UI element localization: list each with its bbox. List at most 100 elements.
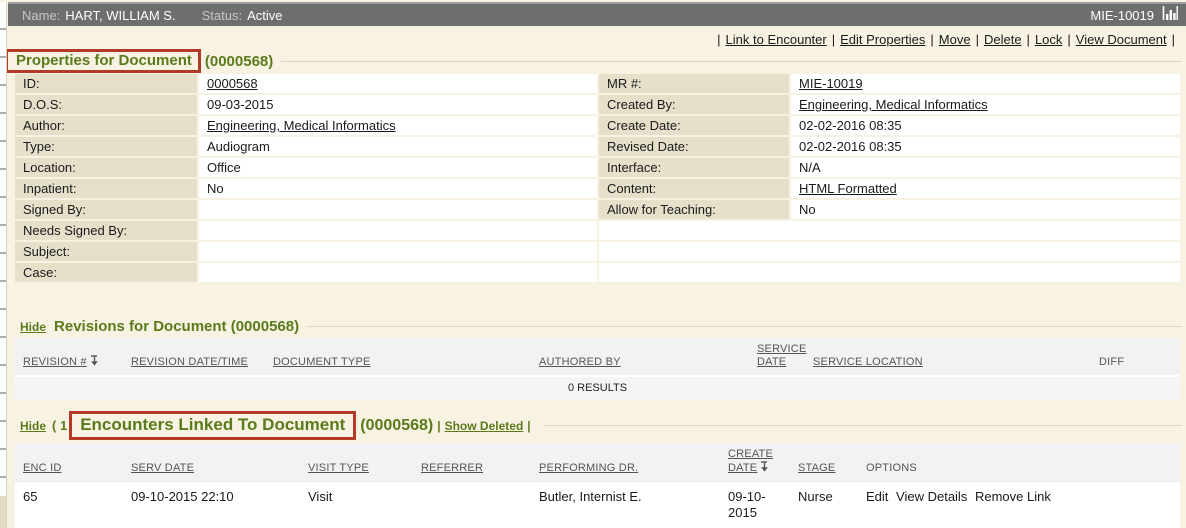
prop-value-interface: N/A bbox=[791, 158, 1180, 177]
col-service-location[interactable]: SERVICE LOCATION bbox=[813, 356, 923, 368]
prop-value-author[interactable]: Engineering, Medical Informatics bbox=[199, 116, 597, 135]
prop-label: Revised Date: bbox=[599, 137, 789, 156]
revisions-hide-link[interactable]: Hide bbox=[20, 319, 47, 334]
revisions-results-count: 0 RESULTS bbox=[15, 375, 1180, 400]
col-enc-id[interactable]: ENC ID bbox=[23, 462, 62, 474]
prop-value-type: Audiogram bbox=[199, 137, 597, 156]
prop-label: Type: bbox=[15, 137, 197, 156]
view-document-link[interactable]: View Document bbox=[1075, 32, 1167, 47]
prop-label: Content: bbox=[599, 179, 789, 198]
properties-title: Properties for Document bbox=[16, 52, 192, 69]
document-action-bar: | Link to Encounter | Edit Properties | … bbox=[8, 26, 1186, 49]
prop-empty-cell bbox=[599, 221, 1180, 240]
prop-label: Created By: bbox=[599, 95, 789, 114]
prop-value-content[interactable]: HTML Formatted bbox=[791, 179, 1180, 198]
prop-label: D.O.S: bbox=[15, 95, 197, 114]
revisions-table: REVISION # REVISION DATE/TIME DOCUMENT T… bbox=[15, 338, 1180, 400]
view-details-option[interactable]: View Details bbox=[896, 489, 968, 504]
col-stage[interactable]: STAGE bbox=[798, 462, 836, 474]
col-serv-date[interactable]: SERV DATE bbox=[131, 462, 195, 474]
move-link[interactable]: Move bbox=[938, 32, 971, 47]
patient-status-label: Status: bbox=[201, 7, 243, 23]
encounters-hide-link[interactable]: Hide bbox=[20, 418, 47, 433]
pipe-separator: | bbox=[527, 418, 531, 433]
lock-link[interactable]: Lock bbox=[1034, 32, 1063, 47]
patient-name-value: HART, WILLIAM S. bbox=[65, 7, 176, 23]
prop-label: Inpatient: bbox=[15, 179, 197, 198]
pipe-separator: | bbox=[1026, 32, 1030, 47]
revisions-title: Revisions for Document (0000568) bbox=[54, 318, 300, 335]
prop-empty-cell bbox=[599, 263, 1180, 282]
col-document-type[interactable]: DOCUMENT TYPE bbox=[273, 356, 371, 368]
revisions-table-header: REVISION # REVISION DATE/TIME DOCUMENT T… bbox=[15, 338, 1180, 375]
performing-dr-cell: Butler, Internist E. bbox=[539, 489, 642, 504]
pipe-separator: | bbox=[437, 418, 441, 433]
prop-label: Interface: bbox=[599, 158, 789, 177]
encounters-title: Encounters Linked To Document bbox=[80, 415, 346, 434]
prop-value-revised-date: 02-02-2016 08:35 bbox=[791, 137, 1180, 156]
stage-cell: Nurse bbox=[798, 489, 833, 504]
show-deleted-link[interactable]: Show Deleted bbox=[444, 418, 524, 433]
patient-header-bar: Name: HART, WILLIAM S. Status: Active MI… bbox=[8, 2, 1186, 26]
prop-empty-cell bbox=[599, 242, 1180, 261]
col-create-date[interactable]: CREATE DATE bbox=[728, 448, 774, 474]
remove-link-option[interactable]: Remove Link bbox=[974, 489, 1051, 504]
prop-value-allow-teaching: No bbox=[791, 200, 1180, 219]
patient-status: Status: Active bbox=[202, 8, 283, 23]
prop-value-signed-by bbox=[199, 200, 597, 219]
patient-mrn: MIE-10019 bbox=[1090, 7, 1154, 23]
prop-value-case bbox=[199, 263, 597, 282]
col-authored-by[interactable]: AUTHORED BY bbox=[539, 356, 621, 368]
properties-doc-number: (0000568) bbox=[204, 52, 274, 70]
pipe-separator: | bbox=[831, 32, 836, 47]
prop-value-subject bbox=[199, 242, 597, 261]
section-rule bbox=[281, 60, 1182, 62]
encounters-doc-number: (0000568) bbox=[360, 416, 434, 434]
pipe-separator: | bbox=[975, 32, 979, 47]
revisions-section-heading: Hide Revisions for Document (0000568) bbox=[20, 318, 1186, 335]
enc-id-cell: 65 bbox=[23, 489, 38, 504]
link-to-encounter-link[interactable]: Link to Encounter bbox=[725, 32, 827, 47]
pipe-separator: | bbox=[1171, 32, 1175, 47]
bar-chart-icon[interactable] bbox=[1162, 6, 1178, 24]
prop-label: Case: bbox=[15, 263, 197, 282]
pipe-separator: | bbox=[717, 32, 721, 47]
col-visit-type[interactable]: VISIT TYPE bbox=[308, 462, 369, 474]
prop-value-create-date: 02-02-2016 08:35 bbox=[791, 116, 1180, 135]
col-referrer[interactable]: REFERRER bbox=[421, 462, 484, 474]
delete-link[interactable]: Delete bbox=[983, 32, 1022, 47]
edit-option[interactable]: Edit bbox=[866, 489, 889, 504]
annotation-box-properties: Properties for Document bbox=[5, 49, 201, 73]
prop-label: Create Date: bbox=[599, 116, 789, 135]
encounters-table-header: ENC ID SERV DATE VISIT TYPE REFERRER PER… bbox=[15, 443, 1180, 481]
col-revision-num[interactable]: REVISION # bbox=[15, 355, 123, 369]
left-frame-gutter bbox=[0, 2, 7, 528]
prop-value-created-by[interactable]: Engineering, Medical Informatics bbox=[791, 95, 1180, 114]
patient-name-label: Name: bbox=[22, 7, 61, 23]
prop-label: Location: bbox=[15, 158, 197, 177]
encounter-row[interactable]: 65 09-10-2015 22:10 Visit Butler, Intern… bbox=[15, 481, 1180, 528]
serv-date-cell: 09-10-2015 22:10 bbox=[131, 489, 234, 504]
col-options: OPTIONS bbox=[866, 462, 917, 474]
col-performing-dr[interactable]: PERFORMING DR. bbox=[539, 462, 639, 474]
prop-value-dos: 09-03-2015 bbox=[199, 95, 597, 114]
annotation-box-encounters: Encounters Linked To Document bbox=[69, 411, 357, 440]
col-revision-datetime[interactable]: REVISION DATE/TIME bbox=[131, 356, 249, 368]
prop-label: Needs Signed By: bbox=[15, 221, 197, 240]
properties-section-heading: Properties for Document (0000568) bbox=[5, 49, 1186, 73]
edit-properties-link[interactable]: Edit Properties bbox=[840, 32, 926, 47]
prop-label: Subject: bbox=[15, 242, 197, 261]
prop-value-location: Office bbox=[199, 158, 597, 177]
prop-label: ID: bbox=[15, 74, 197, 93]
prop-value-mr[interactable]: MIE-10019 bbox=[791, 74, 1180, 93]
prop-value-inpatient: No bbox=[199, 179, 597, 198]
visit-type-cell: Visit bbox=[308, 489, 333, 504]
prop-value-id[interactable]: 0000568 bbox=[199, 74, 597, 93]
patient-status-value: Active bbox=[247, 7, 283, 23]
encounters-section-heading: Hide ( 1 Encounters Linked To Document (… bbox=[20, 411, 1186, 440]
document-properties-table: ID: 0000568 MR #: MIE-10019 D.O.S: 09-03… bbox=[8, 74, 1186, 282]
encounters-count: ( 1 bbox=[52, 418, 68, 433]
prop-label: Allow for Teaching: bbox=[599, 200, 789, 219]
col-service-date[interactable]: SERVICE DATE bbox=[757, 343, 807, 368]
prop-label: Signed By: bbox=[15, 200, 197, 219]
